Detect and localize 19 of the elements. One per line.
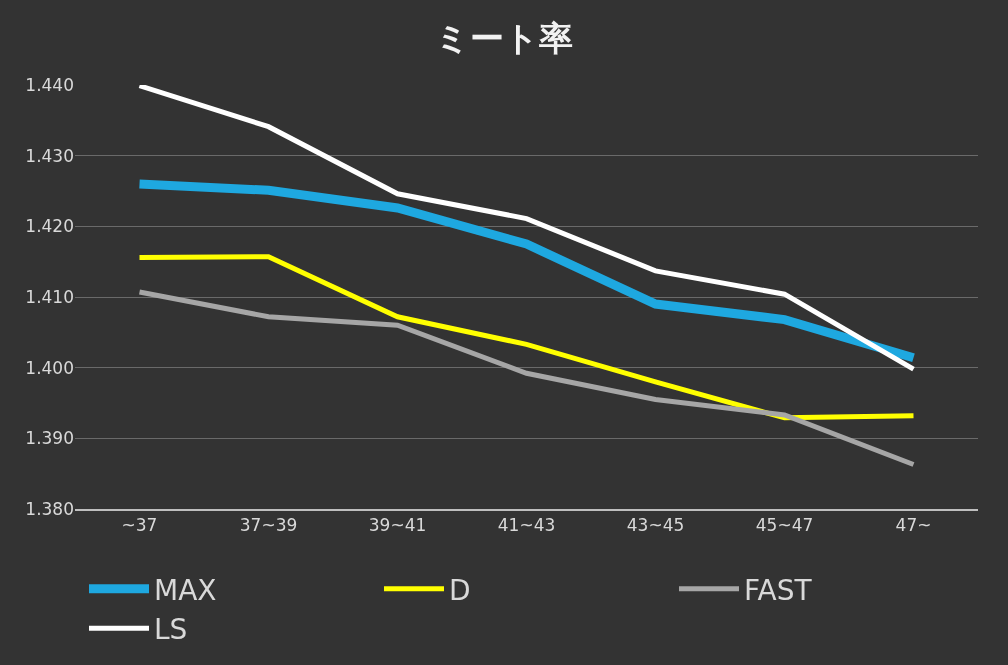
legend-label: MAX bbox=[154, 573, 217, 607]
y-tick-label: 1.380 bbox=[25, 498, 74, 519]
x-tick-label: 45~47 bbox=[755, 515, 814, 536]
x-tick-label: 41~43 bbox=[497, 515, 556, 536]
x-tick-label: 47~ bbox=[895, 515, 932, 536]
y-tick-label: 1.430 bbox=[25, 145, 74, 166]
legend-label: LS bbox=[154, 613, 188, 647]
x-tick-label: 37~39 bbox=[239, 515, 298, 536]
legend-label: D bbox=[449, 573, 471, 607]
x-tick-label: 43~45 bbox=[626, 515, 685, 536]
x-tick-label: ~37 bbox=[121, 515, 158, 536]
y-tick-label: 1.440 bbox=[25, 74, 74, 95]
y-tick-label: 1.410 bbox=[25, 286, 74, 307]
y-tick-label: 1.390 bbox=[25, 428, 74, 449]
y-tick-label: 1.420 bbox=[25, 216, 74, 237]
chart-title: ミート率 bbox=[435, 18, 573, 59]
x-tick-label: 39~41 bbox=[368, 515, 427, 536]
y-tick-label: 1.400 bbox=[25, 357, 74, 378]
legend-label: FAST bbox=[744, 573, 813, 607]
